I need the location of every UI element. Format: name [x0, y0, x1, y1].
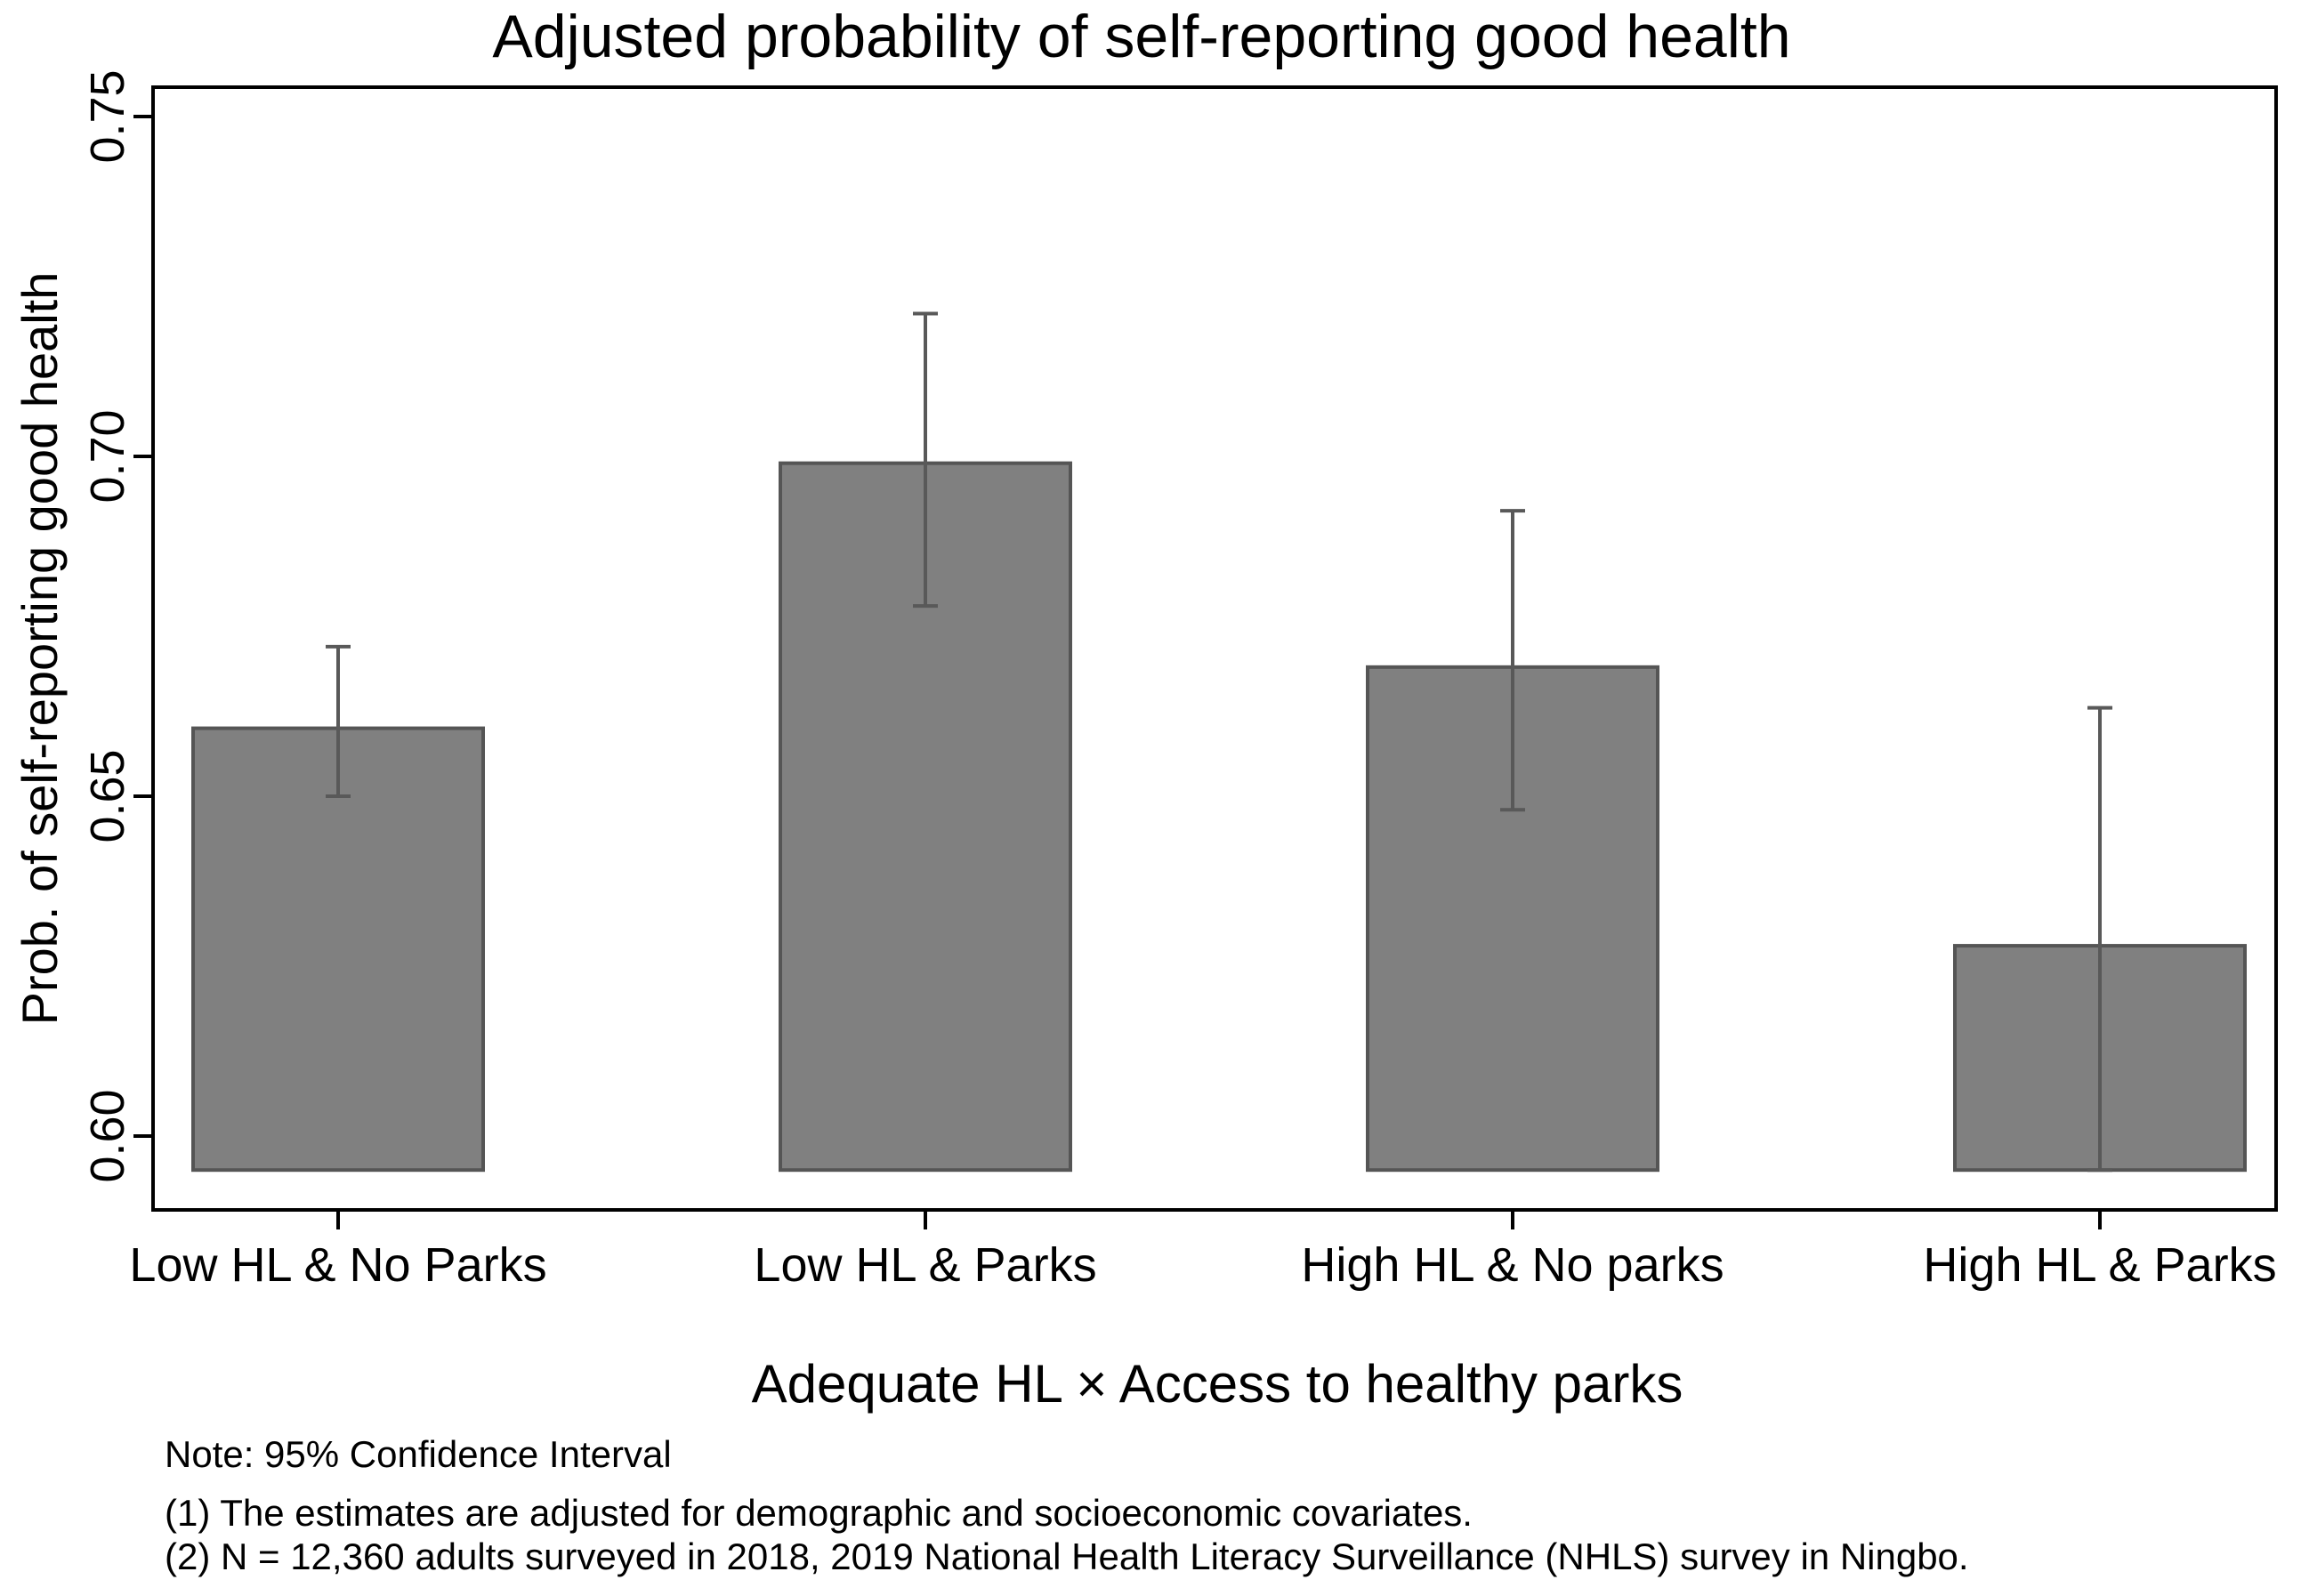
- chart-note-adjustment: (1) The estimates are adjusted for demog…: [165, 1492, 1473, 1534]
- errorbars-layer: [326, 311, 2112, 1173]
- chart-note-sample: (2) N = 12,360 adults surveyed in 2018, …: [165, 1536, 1969, 1577]
- error-bar: [2087, 705, 2112, 1173]
- x-axis-label: Adequate HL × Access to healthy parks: [752, 1354, 1683, 1414]
- y-tick-label: 0.70: [81, 409, 134, 503]
- error-bar: [913, 311, 938, 609]
- x-tick-label: High HL & Parks: [1923, 1238, 2276, 1292]
- y-axis-label: Prob. of self-reporting good health: [12, 272, 68, 1026]
- plot-frame: [151, 85, 2278, 1212]
- x-tick-label: Low HL & No Parks: [129, 1238, 546, 1292]
- chart-title: Adjusted probability of self-reporting g…: [492, 3, 1790, 70]
- y-tick-label: 0.60: [81, 1089, 134, 1182]
- y-axis: 0.60 0.65 0.70 0.75: [81, 69, 153, 1183]
- error-bar: [1500, 509, 1525, 812]
- chart-note: Note: 95% Confidence Interval: [165, 1433, 672, 1475]
- x-axis: Low HL & No Parks Low HL & Parks High HL &…: [129, 1210, 2277, 1292]
- x-tick-label: Low HL & Parks: [754, 1238, 1096, 1292]
- bars-layer: [191, 461, 2247, 1173]
- x-tick-label: High HL & No parks: [1301, 1238, 1724, 1292]
- y-tick-label: 0.65: [81, 749, 134, 842]
- y-tick-label: 0.75: [81, 69, 134, 163]
- error-bar: [326, 644, 351, 798]
